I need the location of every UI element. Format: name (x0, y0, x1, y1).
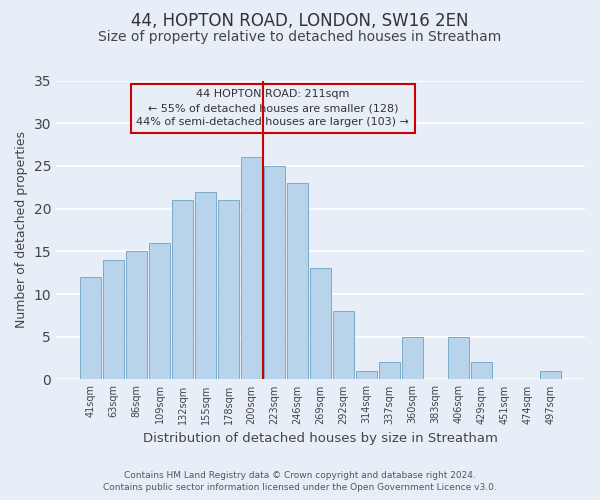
Bar (172, 200, 193, 380)
Bar (540, 371, 561, 380)
Bar (126, 252, 147, 380)
Bar (241, 158, 262, 380)
Text: 44 HOPTON ROAD: 211sqm
← 55% of detached houses are smaller (128)
44% of semi-de: 44 HOPTON ROAD: 211sqm ← 55% of detached… (136, 90, 409, 128)
Text: Contains HM Land Registry data © Crown copyright and database right 2024.
Contai: Contains HM Land Registry data © Crown c… (103, 471, 497, 492)
Bar (195, 192, 216, 380)
Bar (103, 260, 124, 380)
Bar (218, 200, 239, 380)
X-axis label: Distribution of detached houses by size in Streatham: Distribution of detached houses by size … (143, 432, 498, 445)
Bar (379, 362, 400, 380)
Bar (448, 336, 469, 380)
Bar (356, 371, 377, 380)
Bar (471, 362, 492, 380)
Bar (287, 183, 308, 380)
Bar (333, 311, 354, 380)
Text: 44, HOPTON ROAD, LONDON, SW16 2EN: 44, HOPTON ROAD, LONDON, SW16 2EN (131, 12, 469, 30)
Bar (264, 166, 285, 380)
Bar (149, 243, 170, 380)
Text: Size of property relative to detached houses in Streatham: Size of property relative to detached ho… (98, 30, 502, 44)
Y-axis label: Number of detached properties: Number of detached properties (15, 132, 28, 328)
Bar (80, 277, 101, 380)
Bar (310, 268, 331, 380)
Bar (402, 336, 423, 380)
